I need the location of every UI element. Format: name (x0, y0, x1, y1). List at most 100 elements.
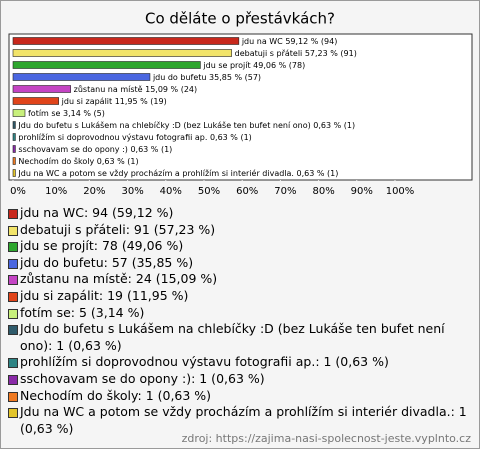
legend-item: sschovavam se do opony :): 1 (0,63 %) (7, 371, 469, 388)
bar-label-value: 57,23 % (91) (305, 49, 357, 58)
legend-label: fotím se: 5 (3,14 %) (20, 304, 145, 320)
legend-item: debatuji s přáteli: 91 (57,23 %) (7, 222, 469, 239)
bar-label-value: 49,06 % (78) (253, 61, 305, 70)
legend-label: zůstanu na místě: 24 (15,09 %) (20, 271, 218, 287)
bar (12, 49, 232, 57)
x-tick-label: 30% (121, 186, 143, 197)
chart-title: Co děláte o přestávkách? (145, 10, 335, 28)
bar-label-category: Jdu do bufetu s Lukášem na chlebíčky :D … (17, 120, 310, 130)
legend-item: Nechodím do školy: 1 (0,63 %) (7, 388, 469, 405)
bar (12, 37, 240, 45)
bar (12, 61, 201, 69)
bar (12, 157, 16, 165)
bar-label: jdu si zapálit 11,95 % (19) (61, 97, 167, 106)
legend-swatch (8, 275, 18, 286)
bar-label-category: Jdu na WC a potom se vždy procházím a pr… (17, 168, 294, 178)
bar-label-category: jdu do bufetu (152, 73, 207, 82)
bar-label: prohlížím si doprovodnou výstavu fotogra… (18, 133, 251, 142)
bar-label: fotím se 3,14 % (5) (28, 109, 105, 118)
legend-label: Nechodím do školy: 1 (0,63 %) (20, 387, 212, 403)
x-tick-label: 70% (274, 186, 296, 197)
legend-label: jdu se projít: 78 (49,06 %) (20, 238, 184, 254)
bar (12, 121, 16, 129)
x-tick-label: 10% (45, 186, 67, 197)
legend-item: jdu si zapálit: 19 (11,95 %) (7, 288, 469, 305)
bar-label: Jdu do bufetu s Lukášem na chlebíčky :D … (17, 120, 355, 130)
bar-label: Jdu na WC a potom se vždy procházím a pr… (17, 168, 338, 178)
bar (12, 169, 16, 177)
bar-label: jdu na WC 59,12 % (94) (241, 37, 337, 46)
bar-label: zůstanu na místě 15,09 % (24) (74, 84, 197, 94)
x-tick-label: 40% (160, 186, 182, 197)
legend-swatch (8, 258, 18, 269)
bar-label-category: fotím se (28, 109, 61, 118)
legend-swatch (8, 242, 18, 253)
bar-label-category: sschovavam se do opony :) (18, 145, 128, 154)
legend-swatch (8, 374, 18, 385)
legend-swatch (8, 391, 18, 402)
bar (12, 85, 71, 93)
legend-swatch (8, 291, 18, 302)
legend-item: jdu do bufetu: 57 (35,85 %) (7, 255, 469, 272)
legend-item: Jdu na WC a potom se vždy procházím a pr… (7, 404, 469, 437)
x-tick-label: 80% (312, 186, 334, 197)
bar-label-category: jdu na WC (241, 37, 283, 46)
legend-label: prohlížím si doprovodnou výstavu fotogra… (20, 354, 389, 370)
x-tick-label: 20% (83, 186, 105, 197)
bar-label-value: 35,85 % (57) (209, 73, 261, 82)
bar-label-value: 0,63 % (1) (97, 157, 139, 166)
bar-label: Nechodím do školy 0,63 % (1) (18, 156, 138, 166)
bar (12, 73, 151, 81)
chart: Co děláte o přestávkách? 0% 10% 20% 30% 40% 5… (8, 10, 473, 197)
bar (12, 133, 16, 141)
legend-swatch (8, 408, 18, 419)
bar-label: jdu do bufetu 35,85 % (57) (152, 73, 261, 82)
legend-label: sschovavam se do opony :): 1 (0,63 %) (20, 370, 265, 386)
legend-swatch (8, 325, 18, 336)
legend-item: prohlížím si doprovodnou výstavu fotogra… (7, 354, 469, 371)
plot-frame (8, 33, 473, 181)
bar-label-value: 59,12 % (94) (285, 37, 337, 46)
bar-label-category: Nechodím do školy (18, 156, 94, 166)
legend-label: debatuji s přáteli: 91 (57,23 %) (20, 221, 216, 237)
bar-label-category: jdu si zapálit (61, 97, 113, 106)
legend-label: jdu si zapálit: 19 (11,95 %) (20, 287, 189, 303)
bar-label-category: prohlížím si doprovodnou výstavu fotogra… (18, 133, 207, 142)
bar (12, 109, 26, 117)
x-tick-label: 0% (10, 186, 26, 197)
legend-item: zůstanu na místě: 24 (15,09 %) (7, 271, 469, 288)
x-tick-label: 90% (351, 186, 373, 197)
bar-label-value: 3,14 % (5) (63, 109, 105, 118)
x-tick-label: 100% (386, 186, 415, 197)
legend-item: Jdu do bufetu s Lukášem na chlebíčky :D … (7, 321, 469, 354)
legend-item: jdu se projít: 78 (49,06 %) (7, 238, 469, 255)
legend-label: Jdu do bufetu s Lukášem na chlebíčky :D … (20, 321, 445, 353)
legend-item: jdu na WC: 94 (59,12 %) (7, 205, 469, 222)
bar-label-value: 0,63 % (1) (297, 169, 339, 178)
legend-label: Jdu na WC a potom se vždy procházím a pr… (20, 404, 467, 436)
legend-swatch (8, 308, 18, 319)
bar-label-value: 11,95 % (19) (115, 97, 167, 106)
bar-label: sschovavam se do opony :) 0,63 % (1) (18, 145, 172, 154)
legend-item: fotím se: 5 (3,14 %) (7, 305, 469, 322)
x-tick-label: 60% (236, 186, 258, 197)
bar-label: jdu se projít 49,06 % (78) (202, 61, 305, 70)
bar-label-category: jdu se projít (202, 61, 250, 70)
bar-label-value: 15,09 % (24) (145, 85, 197, 94)
bar-label-value: 0,63 % (1) (130, 145, 172, 154)
legend: jdu na WC: 94 (59,12 %) debatuji s přátel… (7, 205, 469, 437)
bar-label: debatuji s přáteli 57,23 % (91) (235, 49, 357, 58)
legend-label: jdu na WC: 94 (59,12 %) (20, 205, 174, 220)
bar (12, 97, 59, 105)
bar-label-value: 0,63 % (1) (210, 133, 252, 142)
legend-swatch (8, 225, 18, 236)
legend-swatch (8, 209, 18, 219)
bar-label-category: zůstanu na místě (74, 84, 143, 94)
source: zdroj: https://zajima-nasi-spolecnost-je… (181, 432, 471, 445)
bar-label-value: 0,63 % (1) (313, 121, 355, 130)
legend-label: jdu do bufetu: 57 (35,85 %) (20, 254, 194, 270)
bar-label-category: debatuji s přáteli (235, 49, 303, 58)
x-tick-label: 50% (198, 186, 220, 197)
bar (12, 145, 16, 153)
legend-swatch (8, 358, 18, 369)
